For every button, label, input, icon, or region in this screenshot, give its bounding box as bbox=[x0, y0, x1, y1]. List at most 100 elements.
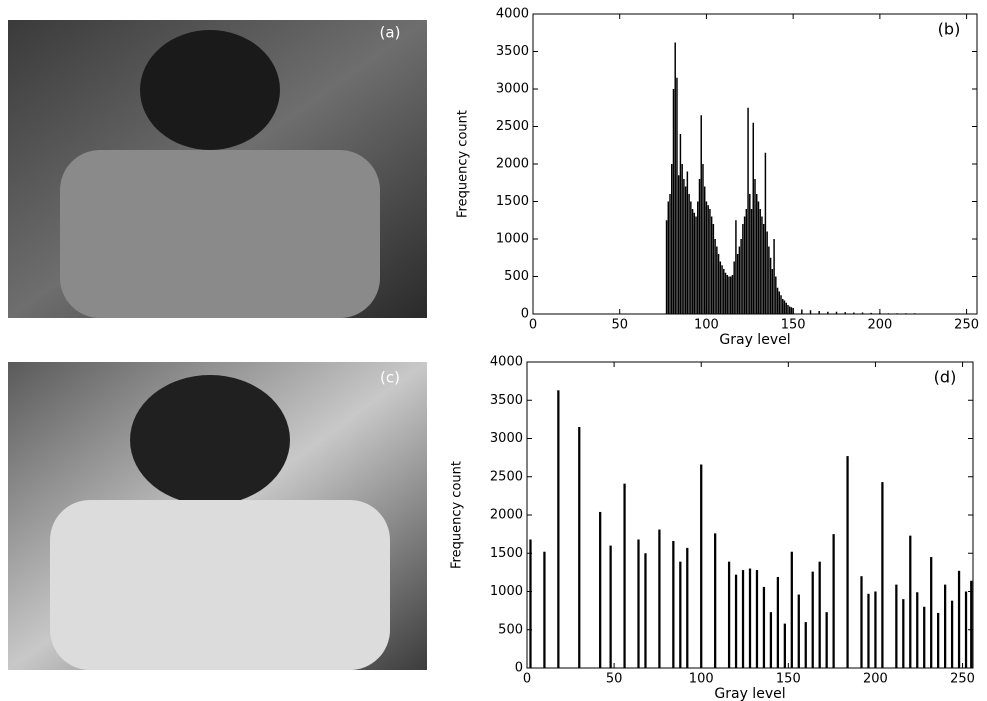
bar bbox=[734, 574, 738, 668]
bar bbox=[752, 122, 755, 314]
bar bbox=[710, 216, 713, 314]
bar bbox=[748, 568, 752, 668]
bar bbox=[733, 261, 735, 314]
bar bbox=[697, 201, 699, 314]
bar bbox=[669, 194, 671, 314]
bar bbox=[778, 291, 781, 314]
photo-detail bbox=[130, 375, 290, 505]
bar bbox=[766, 231, 768, 314]
bar bbox=[700, 464, 703, 668]
bar bbox=[790, 307, 793, 314]
bar bbox=[764, 152, 767, 314]
bar bbox=[811, 571, 814, 668]
bar bbox=[674, 42, 676, 314]
bar bbox=[686, 171, 689, 314]
bar bbox=[741, 570, 745, 668]
bar bbox=[731, 275, 734, 314]
y-tick-label: 2000 bbox=[496, 157, 529, 172]
bar bbox=[681, 164, 683, 314]
bar bbox=[557, 390, 560, 668]
bar bbox=[754, 179, 756, 314]
bar bbox=[790, 551, 793, 668]
bar bbox=[671, 164, 673, 314]
bar bbox=[776, 287, 779, 314]
y-tick-label: 0 bbox=[515, 661, 523, 676]
bar bbox=[787, 305, 789, 314]
y-tick-label: 1000 bbox=[496, 232, 529, 247]
y-tick-label: 2500 bbox=[496, 119, 529, 134]
bar bbox=[723, 269, 725, 314]
y-axis-label: Frequency count bbox=[450, 461, 465, 569]
bar bbox=[950, 600, 954, 668]
x-tick-label: 100 bbox=[689, 672, 714, 687]
y-axis-label: Frequency count bbox=[456, 110, 471, 218]
bar bbox=[543, 551, 546, 668]
bar bbox=[809, 310, 812, 314]
y-tick-label: 1500 bbox=[490, 546, 523, 561]
x-tick-label: 0 bbox=[523, 672, 531, 687]
y-tick-label: 500 bbox=[498, 622, 523, 637]
bar bbox=[749, 194, 751, 314]
bar bbox=[698, 179, 701, 314]
x-tick-label: 200 bbox=[863, 672, 888, 687]
bar bbox=[712, 224, 715, 314]
bar bbox=[578, 427, 581, 668]
bar bbox=[609, 545, 612, 668]
bar bbox=[727, 561, 731, 668]
bar bbox=[719, 261, 722, 314]
bar bbox=[707, 205, 709, 314]
bar bbox=[785, 302, 787, 314]
photo-detail bbox=[50, 500, 390, 670]
bar bbox=[853, 312, 855, 314]
bar bbox=[703, 186, 706, 314]
x-tick-label: 50 bbox=[611, 318, 628, 333]
bar bbox=[957, 570, 961, 668]
bar bbox=[688, 194, 690, 314]
bar bbox=[658, 529, 661, 668]
bar bbox=[736, 254, 739, 314]
bar bbox=[902, 599, 905, 668]
bar bbox=[827, 311, 829, 314]
bar bbox=[667, 201, 670, 314]
bar bbox=[867, 593, 870, 668]
bar bbox=[691, 209, 694, 314]
bar bbox=[740, 239, 742, 314]
y-tick-label: 2500 bbox=[490, 469, 523, 484]
bar bbox=[930, 557, 933, 668]
bar bbox=[964, 591, 968, 668]
bar bbox=[679, 134, 682, 314]
bar bbox=[870, 312, 872, 314]
y-tick-label: 3000 bbox=[490, 431, 523, 446]
bar bbox=[599, 511, 602, 668]
bar bbox=[683, 179, 685, 314]
bar bbox=[773, 239, 775, 314]
panel-label: (b) bbox=[938, 20, 961, 39]
bar bbox=[747, 107, 749, 314]
y-tick-label: 1500 bbox=[496, 194, 529, 209]
bar bbox=[759, 209, 761, 314]
bar bbox=[702, 164, 704, 314]
bar bbox=[750, 209, 753, 314]
bar bbox=[679, 561, 682, 668]
bar bbox=[909, 535, 912, 668]
bar bbox=[665, 220, 668, 314]
bar bbox=[801, 309, 803, 314]
bar bbox=[693, 212, 696, 314]
bar bbox=[743, 216, 746, 314]
bar bbox=[825, 612, 828, 668]
bar bbox=[769, 612, 773, 668]
x-tick-label: 0 bbox=[529, 318, 537, 333]
bar bbox=[844, 312, 846, 314]
image-label: (a) bbox=[380, 24, 401, 42]
bar bbox=[783, 623, 786, 668]
bar bbox=[923, 606, 926, 668]
bar bbox=[700, 115, 702, 314]
bar bbox=[846, 456, 849, 668]
bar bbox=[835, 311, 838, 314]
bar bbox=[755, 570, 759, 668]
bar bbox=[895, 584, 898, 668]
bar bbox=[695, 216, 697, 314]
bar bbox=[768, 246, 770, 314]
bar bbox=[716, 246, 718, 314]
